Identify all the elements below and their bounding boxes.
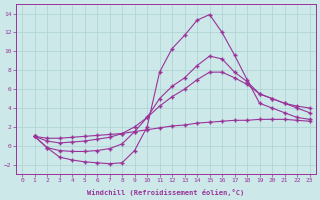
X-axis label: Windchill (Refroidissement éolien,°C): Windchill (Refroidissement éolien,°C) xyxy=(87,189,244,196)
